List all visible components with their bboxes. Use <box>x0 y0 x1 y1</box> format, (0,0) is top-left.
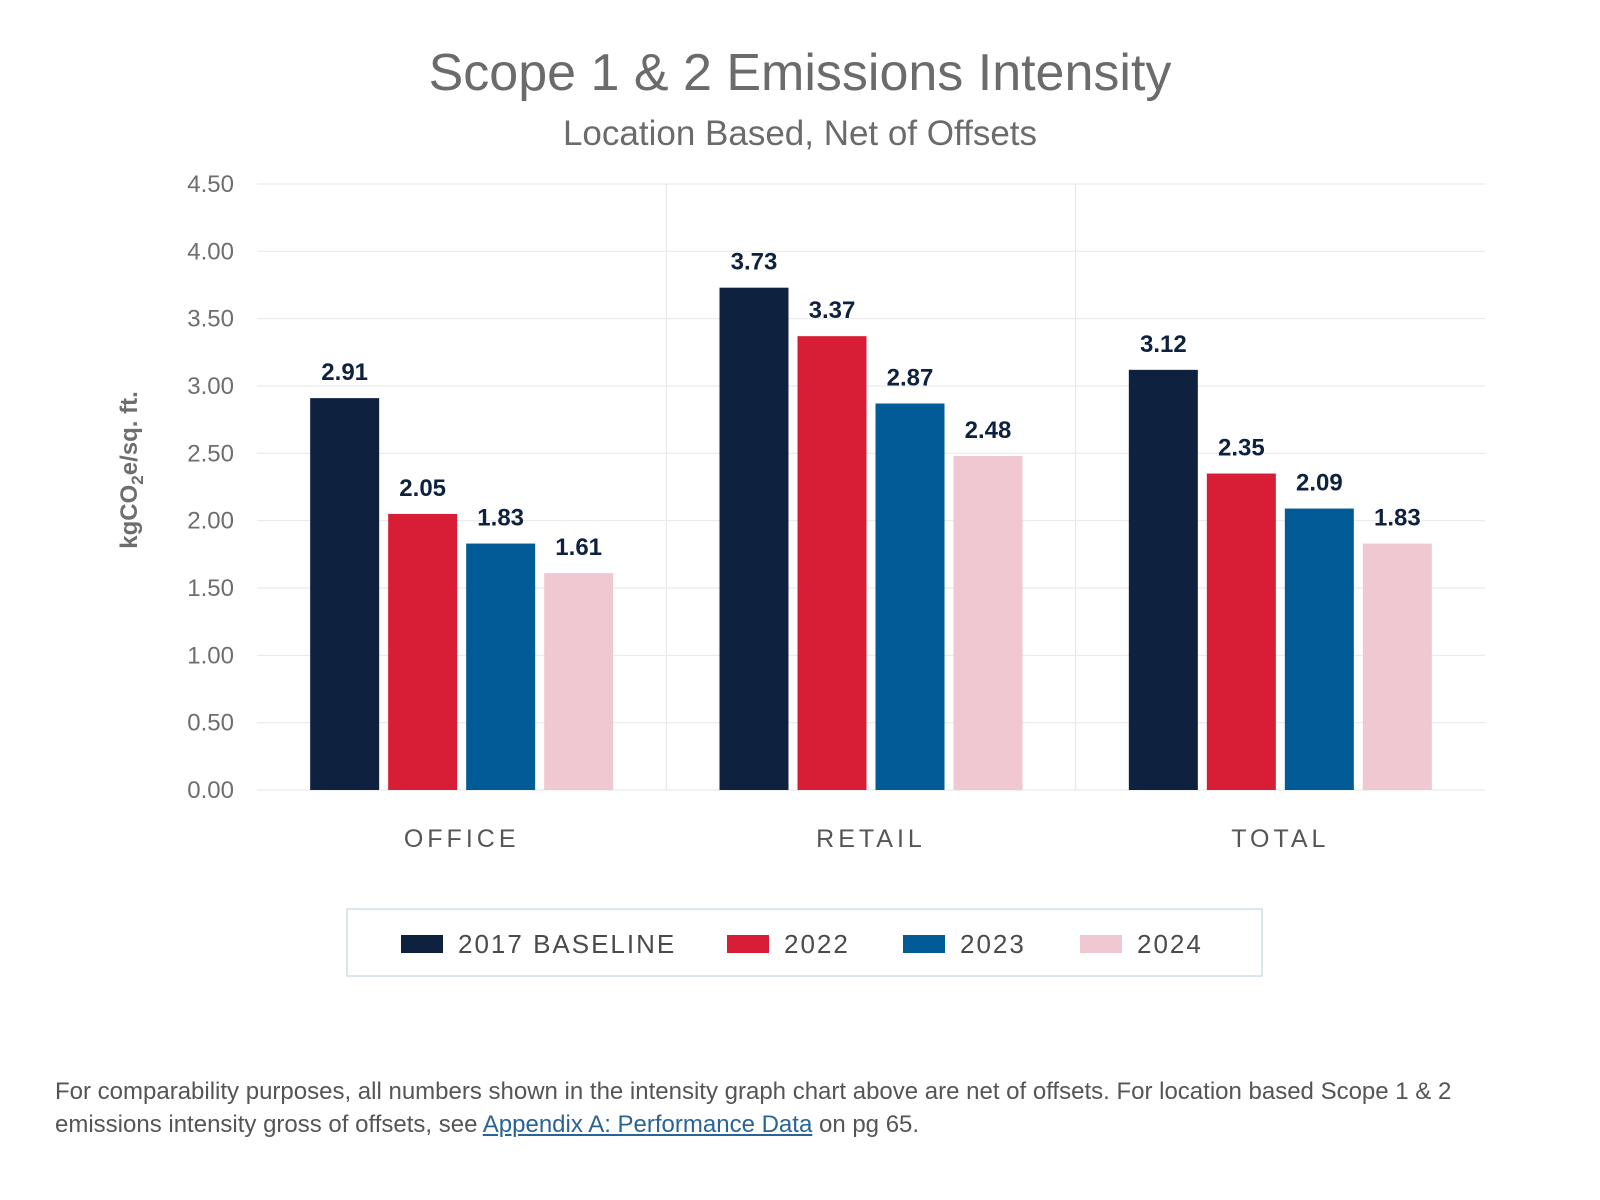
chart-subtitle: Location Based, Net of Offsets <box>563 114 1037 153</box>
y-axis-label-part-2: e/sq. ft. <box>116 391 143 475</box>
bar-retail-2 <box>875 403 945 790</box>
legend-swatch <box>727 935 769 953</box>
legend-label: 2023 <box>960 929 1026 959</box>
bar-office-1 <box>388 513 458 790</box>
y-tick-label: 3.00 <box>187 373 234 400</box>
bar-office-2 <box>466 543 536 790</box>
value-label: 3.37 <box>809 297 856 324</box>
y-axis-ticks: 0.00 0.50 1.00 1.50 2.00 2.50 3.00 3.50 4.00 4.50 <box>187 171 234 804</box>
legend-swatch <box>1080 935 1122 953</box>
bar-retail-1 <box>797 336 867 790</box>
y-tick-label: 4.00 <box>187 238 234 265</box>
y-tick-label: 0.00 <box>187 777 234 804</box>
y-tick-label: 2.50 <box>187 440 234 467</box>
bars <box>310 287 1432 790</box>
legend-swatch <box>401 935 443 953</box>
value-label: 3.12 <box>1140 331 1187 358</box>
bar-total-3 <box>1362 543 1432 790</box>
legend-label: 2017 BASELINE <box>458 929 676 959</box>
y-tick-label: 0.50 <box>187 710 234 737</box>
grid <box>257 183 1485 791</box>
legend-label: 2022 <box>784 929 850 959</box>
value-label: 1.83 <box>477 505 524 532</box>
value-label: 2.05 <box>399 475 446 502</box>
category-label: RETAIL <box>816 825 926 853</box>
category-label: TOTAL <box>1231 825 1329 853</box>
footnote-text-before: For comparability purposes, all numbers … <box>55 1078 1452 1138</box>
y-tick-label: 4.50 <box>187 171 234 198</box>
bar-retail-0 <box>719 287 789 790</box>
appendix-link[interactable]: Appendix A: Performance Data <box>482 1111 813 1138</box>
category-label: OFFICE <box>404 825 520 853</box>
bar-total-0 <box>1128 369 1198 790</box>
legend: 2017 BASELINE 2022 2023 2024 <box>346 908 1263 977</box>
y-tick-label: 1.00 <box>187 642 234 669</box>
bar-total-2 <box>1284 508 1354 790</box>
value-label: 1.61 <box>555 534 602 561</box>
y-axis-label-subscript: 2 <box>128 475 147 484</box>
bar-office-3 <box>544 573 614 790</box>
value-label: 2.35 <box>1218 435 1265 462</box>
category-labels: OFFICE RETAIL TOTAL <box>404 825 1329 853</box>
value-label: 2.87 <box>887 365 934 392</box>
footnote-text-after: on pg 65. <box>812 1111 920 1138</box>
legend-swatch <box>903 935 945 953</box>
y-axis-label: kgCO2e/sq. ft. <box>116 391 147 549</box>
data-labels: 2.91 2.05 1.83 1.61 3.73 3.37 2.87 2.48 3.12 2.35… <box>321 249 1420 561</box>
footnote: For comparability purposes, all numbers … <box>55 1075 1535 1141</box>
bar-total-1 <box>1206 473 1276 790</box>
y-axis-label-part-1: kgCO <box>116 485 143 549</box>
value-label: 2.09 <box>1296 470 1343 497</box>
chart-title: Scope 1 & 2 Emissions Intensity <box>429 44 1172 102</box>
y-tick-label: 3.50 <box>187 306 234 333</box>
bar-retail-3 <box>953 456 1023 790</box>
legend-label: 2024 <box>1137 929 1203 959</box>
value-label: 3.73 <box>731 249 778 276</box>
y-tick-label: 1.50 <box>187 575 234 602</box>
value-label: 1.83 <box>1374 505 1421 532</box>
value-label: 2.91 <box>321 359 368 386</box>
bar-office-0 <box>310 398 380 790</box>
y-tick-label: 2.00 <box>187 508 234 535</box>
value-label: 2.48 <box>965 417 1012 444</box>
